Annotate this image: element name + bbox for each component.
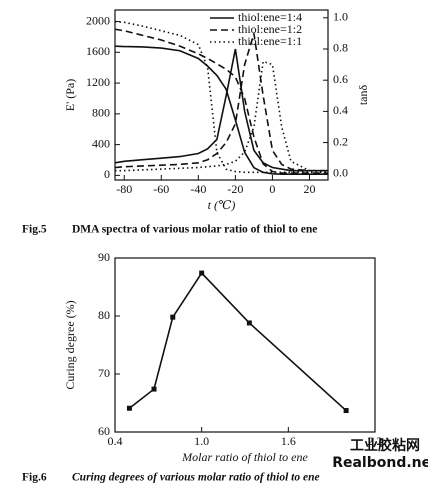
x-tick-label: 0 bbox=[269, 182, 275, 196]
y2-tick-label: 0.6 bbox=[333, 72, 348, 86]
y2-tick-label: 0.4 bbox=[333, 103, 348, 117]
plot-frame bbox=[114, 9, 329, 181]
y-axis-label: E' (Pa) bbox=[63, 79, 77, 111]
x-tick-label: -60 bbox=[153, 182, 169, 196]
caption-label: Fig.5 bbox=[22, 224, 47, 236]
watermark: 工业胶粘网 bbox=[350, 437, 420, 454]
legend-label: thiol:ene=1:2 bbox=[238, 22, 302, 36]
legend-label: thiol:ene=1:1 bbox=[238, 34, 302, 48]
x-axis-label: Molar ratio of thiol to ene bbox=[181, 450, 308, 464]
y-tick-label: 80 bbox=[98, 308, 110, 322]
y2-tick-label: 0.8 bbox=[333, 41, 348, 55]
x-tick-label: 2.2 bbox=[368, 434, 383, 448]
legend-label: thiol:ene=1:4 bbox=[238, 10, 302, 24]
watermark: Realbond.net bbox=[332, 455, 428, 471]
x-tick-label: 1.6 bbox=[281, 434, 296, 448]
y-tick-label: 1600 bbox=[86, 44, 110, 58]
data-point bbox=[170, 314, 176, 320]
series-line bbox=[128, 271, 347, 412]
caption: Curing degrees of various molar ratio of… bbox=[72, 472, 320, 484]
y-tick-label: 1200 bbox=[86, 75, 110, 89]
y2-axis-label: tanδ bbox=[356, 85, 370, 106]
y-tick-label: 800 bbox=[92, 106, 110, 120]
y2-tick-label: 0.0 bbox=[333, 166, 348, 180]
x-tick-label: -80 bbox=[116, 182, 132, 196]
series-line bbox=[114, 28, 328, 174]
series-line bbox=[114, 45, 328, 176]
caption: DMA spectra of various molar ratio of th… bbox=[72, 224, 317, 236]
x-tick-label: -40 bbox=[190, 182, 206, 196]
data-point bbox=[126, 405, 132, 411]
y-tick-label: 2000 bbox=[86, 13, 110, 27]
x-tick-label: 20 bbox=[303, 182, 315, 196]
y-tick-label: 60 bbox=[98, 424, 110, 438]
x-axis-label: t (℃) bbox=[208, 198, 236, 212]
y2-tick-label: 1.0 bbox=[333, 10, 348, 24]
y-tick-label: 400 bbox=[92, 136, 110, 150]
plot-frame bbox=[114, 257, 376, 433]
caption-label: Fig.6 bbox=[22, 472, 47, 484]
x-tick-label: -20 bbox=[227, 182, 243, 196]
series-line bbox=[114, 48, 328, 172]
data-point bbox=[151, 386, 157, 392]
y-tick-label: 90 bbox=[98, 250, 110, 264]
data-point bbox=[246, 320, 252, 326]
y2-tick-label: 0.2 bbox=[333, 134, 348, 148]
data-point bbox=[343, 408, 349, 414]
x-tick-label: 1.0 bbox=[194, 434, 209, 448]
data-point bbox=[199, 270, 205, 276]
series-line bbox=[114, 33, 328, 172]
series-line bbox=[114, 20, 328, 174]
x-tick-label: 0.4 bbox=[108, 434, 123, 448]
y-axis-label: Curing degree (%) bbox=[63, 300, 77, 389]
y-tick-label: 70 bbox=[98, 366, 110, 380]
y-tick-label: 0 bbox=[104, 167, 110, 181]
